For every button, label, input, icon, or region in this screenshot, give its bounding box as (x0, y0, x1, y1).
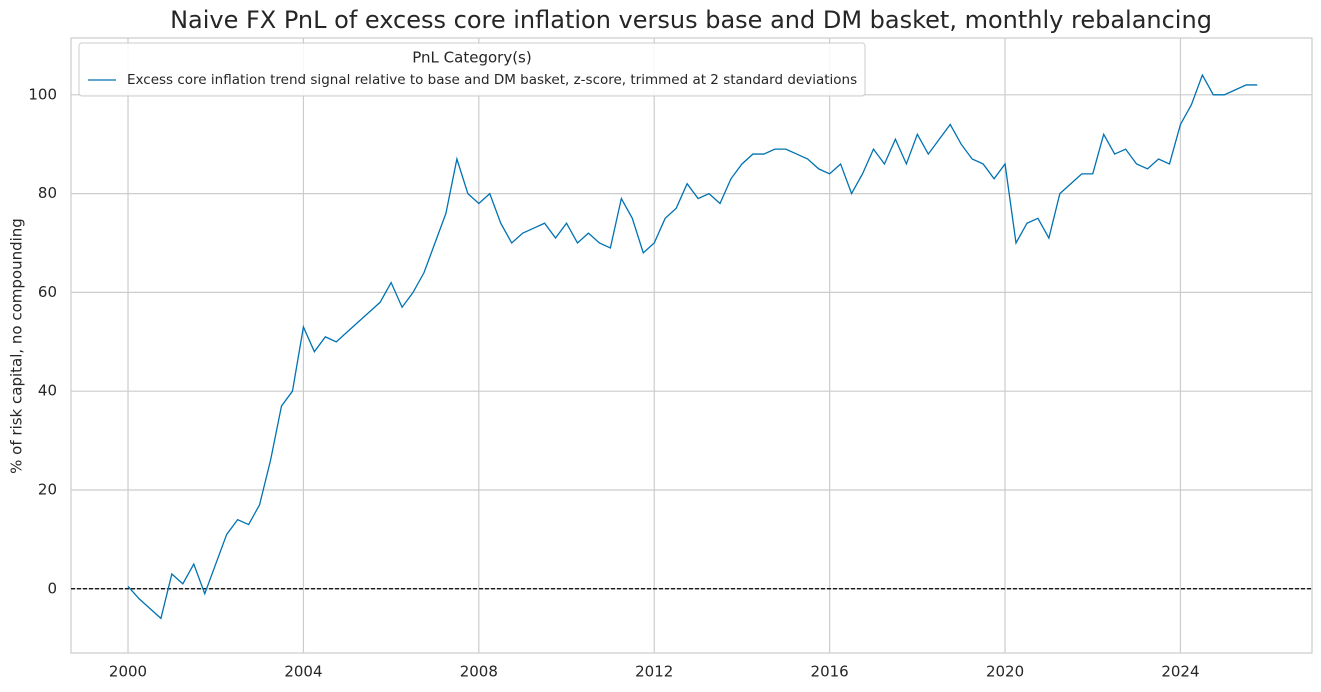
x-tick-label: 2000 (109, 663, 147, 681)
legend-box (78, 42, 866, 97)
y-tick-label: 40 (38, 382, 57, 400)
series-line (127, 73, 1258, 620)
y-tick-label: 100 (28, 85, 57, 103)
chart-title: Naive FX PnL of excess core inflation ve… (170, 6, 1212, 34)
x-tick-label: 2024 (1161, 663, 1199, 681)
x-tick-label: 2012 (635, 663, 673, 681)
x-tick-label: 2008 (460, 663, 498, 681)
y-tick-label: 20 (38, 480, 57, 498)
y-tick-label: 80 (38, 184, 57, 202)
plot-frame (70, 37, 1313, 654)
y-tick-label: 60 (38, 283, 57, 301)
y-tick-label: 0 (47, 579, 57, 597)
x-tick-label: 2020 (986, 663, 1024, 681)
x-tick-label: 2016 (811, 663, 849, 681)
legend-label: Excess core inflation trend signal relat… (127, 72, 857, 88)
legend-title: PnL Category(s) (412, 49, 531, 67)
y-axis-label: % of risk capital, no compounding (8, 218, 26, 474)
x-tick-label: 2004 (284, 663, 322, 681)
